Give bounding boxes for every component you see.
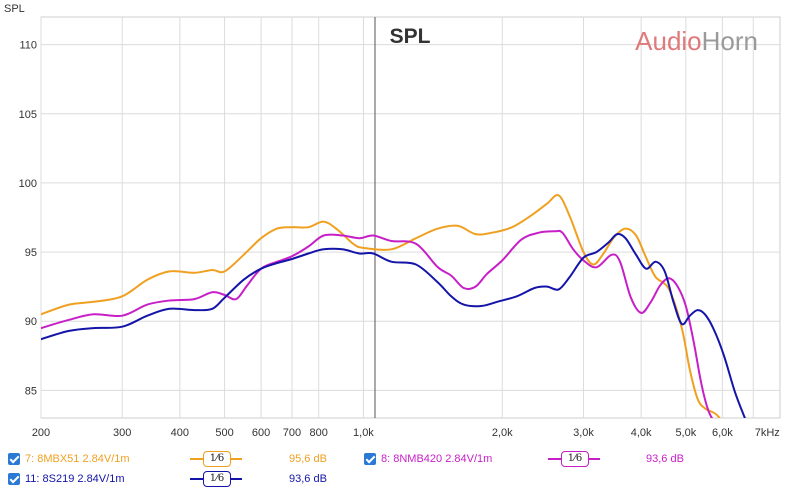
- y-axis-label: SPL: [4, 3, 25, 15]
- y-tick-label: 110: [19, 40, 37, 52]
- legend-label-1: 7: 8MBX51 2.84V/1m: [25, 453, 130, 465]
- y-tick-label: 90: [25, 316, 37, 328]
- x-tick-label: 400: [171, 427, 189, 439]
- y-tick-label: 85: [25, 385, 37, 397]
- watermark-part-2: Horn: [702, 26, 758, 56]
- series-layer: [41, 194, 746, 418]
- legend: 7: 8MBX51 2.84V/1m 1⁄6 95,6 dB 8: 8NMB42…: [0, 446, 800, 491]
- legend-label-3: 11: 8S219 2.84V/1m: [25, 473, 125, 485]
- x-tick-label: 200: [32, 427, 50, 439]
- x-tick-label: 300: [113, 427, 131, 439]
- plot-area: [40, 16, 781, 419]
- y-tick-label: 100: [19, 178, 37, 190]
- chart-title: SPL: [390, 25, 431, 48]
- y-tick-label: 105: [19, 109, 37, 121]
- watermark-part-1: Audio: [635, 26, 702, 56]
- y-tick-label: 95: [25, 247, 37, 259]
- legend-entry-2[interactable]: 8: 8NMB420 2.84V/1m: [364, 450, 492, 468]
- smoothing-label-3: 1⁄6: [203, 471, 231, 487]
- legend-checkbox-1[interactable]: [8, 453, 20, 465]
- legend-label-2: 8: 8NMB420 2.84V/1m: [381, 453, 493, 465]
- x-tick-label: 700: [283, 427, 301, 439]
- smoothing-control-1[interactable]: 1⁄6: [190, 451, 242, 467]
- series-line-1: [41, 194, 721, 418]
- x-tick-label: 4,0k: [631, 427, 652, 439]
- legend-checkbox-3[interactable]: [8, 473, 20, 485]
- legend-entry-3[interactable]: 11: 8S219 2.84V/1m: [8, 470, 124, 488]
- smoothing-label-2: 1⁄6: [561, 451, 589, 467]
- series-line-2: [41, 229, 714, 418]
- series-line-3: [41, 232, 746, 418]
- legend-entry-1[interactable]: 7: 8MBX51 2.84V/1m: [8, 450, 130, 468]
- smoothing-control-3[interactable]: 1⁄6: [190, 471, 242, 487]
- legend-checkbox-2[interactable]: [364, 453, 376, 465]
- x-tick-label: 800: [310, 427, 328, 439]
- spl-chart: 200 300 400 500 600 700 800 1,0k 2,0k 3,0k 4,0k 5,0…: [4, 3, 781, 439]
- x-tick-label: 5,0k: [675, 427, 696, 439]
- tick-labels: 200 300 400 500 600 700 800 1,0k 2,0k 3,0k 4,0k 5,0…: [19, 40, 780, 439]
- x-tick-label: 6,0k: [712, 427, 733, 439]
- x-tick-label: 7kHz: [755, 427, 780, 439]
- x-tick-label: 3,0k: [573, 427, 594, 439]
- smoothing-control-2[interactable]: 1⁄6: [548, 451, 600, 467]
- watermark-logo: AudioHorn: [635, 26, 758, 56]
- legend-value-1: 95,6 dB: [289, 453, 327, 465]
- smoothing-label-1: 1⁄6: [203, 451, 231, 467]
- x-tick-label: 600: [252, 427, 270, 439]
- legend-value-2: 93,6 dB: [646, 453, 684, 465]
- grid: [40, 17, 780, 418]
- legend-value-3: 93,6 dB: [289, 473, 327, 485]
- x-tick-label: 1,0k: [353, 427, 374, 439]
- x-tick-label: 2,0k: [492, 427, 513, 439]
- x-tick-label: 500: [215, 427, 233, 439]
